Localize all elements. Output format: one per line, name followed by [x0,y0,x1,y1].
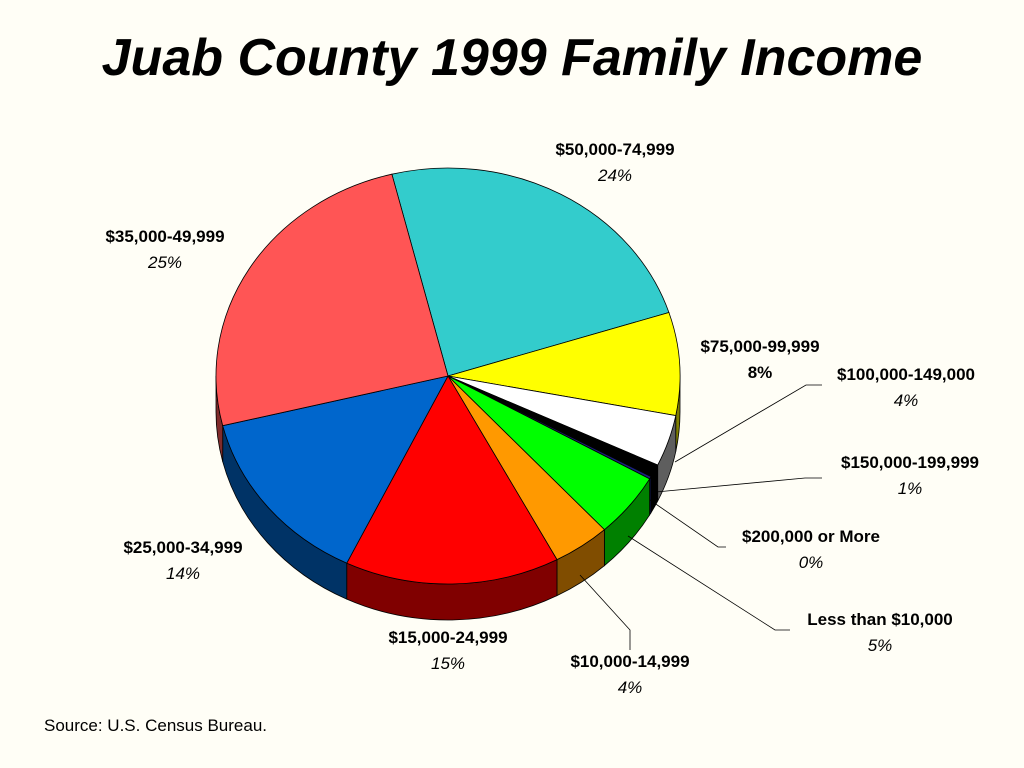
leader-line [655,477,822,493]
slice-pct-label: 1% [898,479,923,498]
chart-title: Juab County 1999 Family Income [101,29,923,87]
slice-pct-label: 0% [799,553,824,572]
slice-label: $100,000-149,000 [837,365,975,384]
slice-label: $15,000-24,999 [388,628,507,647]
slice-labels: $50,000-74,999 24% $75,000-99,999 8% $100,00… [105,140,979,697]
source-note: Source: U.S. Census Bureau. [44,716,268,735]
slice-label: Less than $10,000 [807,610,953,629]
pie-slice [346,375,558,585]
slice-label: $35,000-49,999 [105,227,224,246]
pie-slice [391,167,670,377]
slice-pct-label: 8% [748,363,773,382]
slice-label: $25,000-34,999 [123,538,242,557]
pie-slice [447,312,681,417]
slice-label: $150,000-199,999 [841,453,979,472]
slice-label: $75,000-99,999 [700,337,819,356]
leader-line [674,384,822,463]
pie-depth-layer [215,375,681,621]
slice-pct-label: 4% [894,391,919,410]
leader-line [627,535,790,631]
pie-slice [222,375,449,564]
slice-pct-label: 25% [147,253,182,272]
leader-line [579,574,631,650]
slice-pct-label: 14% [166,564,200,583]
slice-pct-label: 5% [868,636,893,655]
slice-pct-label: 15% [431,654,465,673]
leader-lines [579,384,822,650]
slice-pct-label: 24% [597,166,632,185]
pie-top-layer [215,167,681,585]
slice-label: $50,000-74,999 [555,140,674,159]
slice-label: $10,000-14,999 [570,652,689,671]
slice-pct-label: 4% [618,678,643,697]
pie-slice [215,173,449,427]
slice-label: $200,000 or More [742,527,880,546]
leader-line [649,499,726,548]
